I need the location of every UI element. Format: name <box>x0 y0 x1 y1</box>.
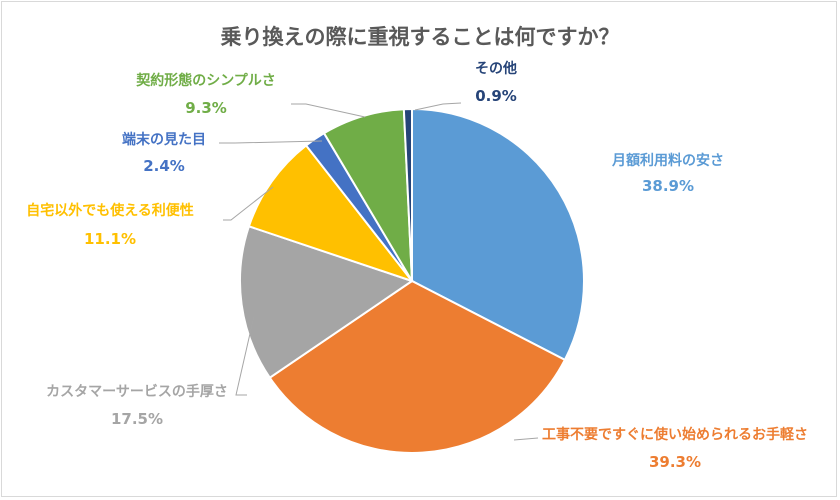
slice-6-category-label: 契約形態のシンプルさ <box>135 72 276 89</box>
slice-3-wedge <box>239 225 415 380</box>
slice-3-leader-line <box>235 315 255 396</box>
slice-7-value-label: 0.9% <box>475 87 517 105</box>
slice-1-category-label: 月額利用料の安さ <box>611 152 724 169</box>
slice-3-category-label: カスタマーサービスの手厚さ <box>46 383 228 400</box>
slice-7-category-label: その他 <box>475 60 517 77</box>
slice-4-wedge <box>247 144 415 284</box>
slice-1-wedge <box>411 107 585 362</box>
slice-7-wedge <box>402 107 413 282</box>
chart-title: 乗り換えの際に重視することは何ですか？ <box>221 25 620 49</box>
slice-4-value-label: 11.1% <box>84 230 136 248</box>
pie-slices <box>239 107 585 454</box>
slice-2-leader-line <box>513 437 539 441</box>
slice-1-value-label: 38.9% <box>642 177 694 195</box>
slice-4-leader-line <box>223 186 274 221</box>
slice-6-leader-line <box>291 103 366 118</box>
slice-2-value-label: 39.3% <box>649 453 701 471</box>
slice-2-wedge <box>268 279 567 454</box>
leader-lines <box>219 102 539 441</box>
slice-3-value-label: 17.5% <box>111 410 163 428</box>
slice-7-leader-line <box>414 102 462 111</box>
data-labels: 月額利用料の安さ 38.9% 工事不要ですぐに使い始められるお手軽さ 39.3% カスタ… <box>26 60 808 471</box>
slice-6-value-label: 9.3% <box>185 99 227 117</box>
slice-5-category-label: 端末の見た目 <box>122 131 206 148</box>
slice-5-leader-line <box>219 140 323 144</box>
slice-4-category-label: 自宅以外でも使える利便性 <box>26 202 194 219</box>
slice-2-category-label: 工事不要ですぐに使い始められるお手軽さ <box>542 426 808 443</box>
slice-5-value-label: 2.4% <box>143 157 185 175</box>
